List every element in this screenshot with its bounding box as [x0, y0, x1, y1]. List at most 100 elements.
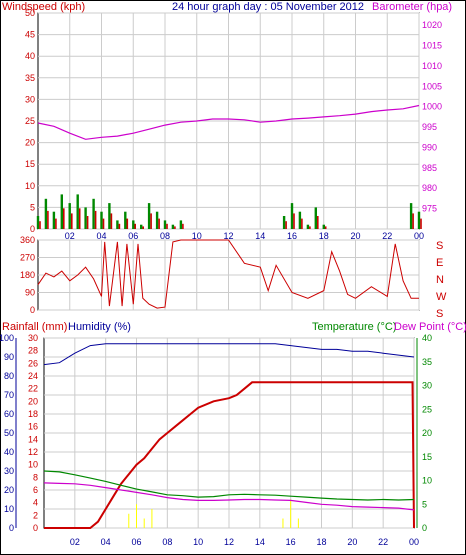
windspeed-bar: [163, 220, 167, 229]
windgust-bar: [293, 213, 295, 229]
rainfall-tick-label: 26: [28, 358, 38, 368]
humidity-tick-label: 20: [4, 485, 14, 495]
windspeed-bar: [290, 203, 294, 229]
windspeed-bar: [52, 211, 56, 229]
bottom-time-tick-label: 16: [286, 537, 296, 547]
top-time-tick-label: 04: [96, 231, 106, 241]
top-time-tick-label: 12: [223, 231, 233, 241]
temperature-tick-label: 5: [422, 499, 427, 509]
windgust-bar: [301, 218, 303, 229]
barometer-tick-label: 1005: [422, 81, 442, 91]
barometer-ticks: 975 980 985 990 995 1000 1005 1010 1015 1020: [422, 20, 442, 213]
dewpoint-series-line: [43, 482, 415, 511]
windgust-bar: [285, 221, 287, 229]
windspeed-tick-label: 5: [30, 202, 35, 212]
top-time-tick-label: 00: [414, 231, 424, 241]
windspeed-tick-label: 0: [30, 224, 35, 234]
bottom-time-tick-label: 04: [101, 537, 111, 547]
rainfall-tick-label: 16: [28, 422, 38, 432]
barometer-tick-label: 975: [422, 204, 437, 214]
windspeed-tick-label: 40: [25, 51, 35, 61]
windgust-bar: [126, 218, 129, 229]
temperature-tick-label: 25: [422, 404, 432, 414]
humidity-tick-label: 70: [4, 390, 14, 400]
humidity-tick-label: 100: [0, 333, 14, 343]
rainfall-tick-label: 2: [33, 510, 38, 520]
windspeed-bar: [116, 220, 119, 229]
windspeed-bar: [322, 224, 325, 229]
direction-tick-label: 360: [20, 235, 35, 245]
top-time-tick-label: 20: [350, 231, 360, 241]
windspeed-bar: [298, 211, 302, 229]
top-time-ticks: 02 04 06 08 10 12 14 16 18 20 22 00: [65, 231, 424, 241]
windgust-bar: [174, 226, 176, 229]
windspeed-bar: [100, 211, 103, 229]
compass-s-top: S: [436, 240, 443, 252]
bottom-time-tick-label: 12: [224, 537, 234, 547]
rain-rate-series: [128, 499, 299, 528]
wind-pressure-grid: [38, 12, 420, 230]
windgust-bar: [182, 223, 184, 229]
windspeed-bar: [108, 203, 111, 229]
top-time-tick-label: 06: [128, 231, 138, 241]
windspeed-tick-label: 15: [25, 159, 35, 169]
barometer-tick-label: 1015: [422, 41, 442, 51]
rainfall-tick-label: 6: [33, 485, 38, 495]
windspeed-bar: [84, 207, 87, 229]
windspeed-tick-label: 35: [25, 73, 35, 83]
windgust-bar: [118, 223, 121, 229]
windgust-bar: [420, 218, 422, 229]
bottom-time-tick-label: 10: [193, 537, 203, 547]
windspeed-bar: [179, 220, 183, 229]
temperature-tick-label: 40: [422, 333, 432, 343]
windgust-bar: [158, 218, 160, 229]
temperature-series-line: [43, 470, 415, 501]
windspeed-tick-label: 20: [25, 138, 35, 148]
windgust-bar: [309, 226, 311, 229]
humidity-tick-label: 50: [4, 428, 14, 438]
dewpoint-axis-title: Dew Point (°C): [394, 321, 466, 333]
bottom-time-tick-label: 22: [378, 537, 388, 547]
windgust-bar: [63, 208, 65, 229]
windgust-bar: [150, 213, 152, 229]
rainfall-tick-label: 0: [33, 523, 38, 533]
humidity-tick-label: 30: [4, 466, 14, 476]
bottom-time-tick-label: 08: [162, 537, 172, 547]
rainfall-tick-label: 20: [28, 396, 38, 406]
windspeed-bar: [282, 216, 286, 229]
bottom-grid: [15, 337, 418, 529]
windspeed-bar: [171, 224, 175, 229]
windspeed-tick-label: 50: [25, 8, 35, 18]
windspeed-tick-label: 25: [25, 116, 35, 126]
temperature-tick-label: 30: [422, 381, 432, 391]
windspeed-series: [36, 194, 422, 229]
bottom-time-tick-label: 18: [316, 537, 326, 547]
top-time-tick-label: 14: [255, 231, 265, 241]
humidity-tick-label: 40: [4, 447, 14, 457]
compass-labels: S E N W S: [436, 240, 447, 320]
windspeed-bar: [36, 216, 40, 229]
windgust-bar: [86, 216, 89, 229]
windgust-bar: [110, 213, 113, 229]
humidity-series-line: [43, 343, 415, 366]
humidity-ticks: 0 10 20 30 40 50 60 70 80 90 100: [0, 333, 14, 533]
windspeed-ticks: 0 5 10 15 20 25 30 35 40 45 50: [25, 8, 35, 234]
wind-direction-series-line: [37, 239, 419, 309]
compass-n: N: [436, 274, 444, 286]
windspeed-tick-label: 10: [25, 181, 35, 191]
windgust-bar: [78, 208, 81, 229]
windgust-bar: [412, 213, 414, 229]
windgust-bar: [134, 223, 136, 229]
rainfall-tick-label: 28: [28, 346, 38, 356]
rainfall-tick-label: 22: [28, 384, 38, 394]
humidity-tick-label: 90: [4, 352, 14, 362]
windspeed-bar: [409, 203, 413, 229]
windgust-bar: [142, 226, 144, 229]
top-time-tick-label: 18: [319, 231, 329, 241]
rainfall-tick-label: 18: [28, 409, 38, 419]
windgust-bar: [39, 221, 41, 229]
compass-e: E: [436, 257, 443, 269]
windspeed-bar: [314, 207, 317, 229]
